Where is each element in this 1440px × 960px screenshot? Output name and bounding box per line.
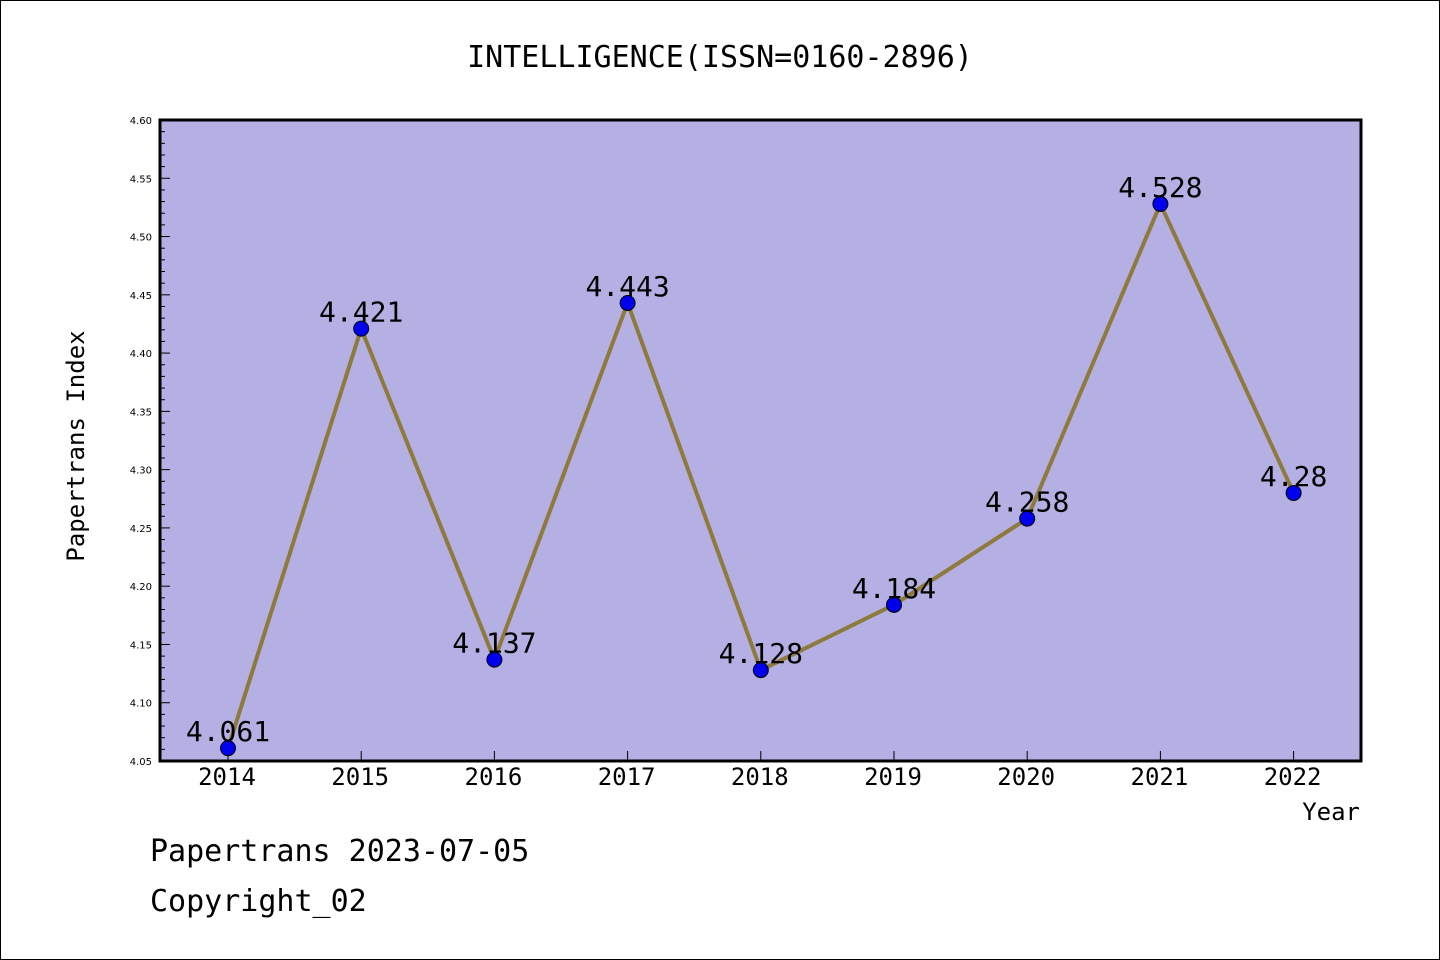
- x-tick-label: 2019: [864, 763, 922, 791]
- y-tick-label: 4.25: [130, 524, 152, 535]
- data-point: [886, 596, 902, 613]
- data-point: [619, 294, 636, 311]
- series-line-group: 4.061 4.421 4.137 4.443 4.128 4.184 4.258 4.528…: [186, 171, 1327, 757]
- data-point: [752, 662, 769, 679]
- data-label: 4.061: [186, 715, 270, 748]
- data-point: [1019, 510, 1036, 527]
- y-tick-label: 4.55: [130, 174, 152, 185]
- y-tick-label: 4.05: [130, 757, 152, 768]
- data-label: 4.528: [1118, 171, 1202, 204]
- data-label: 4.184: [852, 572, 936, 605]
- y-tick-label: 4.40: [130, 349, 152, 360]
- x-axis: 2014 2015 2016 2017 2018 2019 2020 2021 2022: [198, 751, 1321, 791]
- y-tick-label: 4.15: [130, 640, 152, 651]
- x-tick-label: 2020: [997, 763, 1055, 791]
- y-axis-label: Papertrans Index: [62, 330, 90, 561]
- x-tick-label: 2022: [1264, 763, 1322, 791]
- data-point: [1152, 195, 1169, 212]
- y-tick-label: 4.10: [130, 699, 152, 710]
- x-axis-label: Year: [1302, 798, 1360, 826]
- x-tick-label: 2017: [598, 763, 656, 791]
- y-tick-label: 4.35: [130, 407, 152, 418]
- y-tick-label: 4.30: [130, 466, 152, 477]
- x-tick-label: 2015: [331, 763, 389, 791]
- y-tick-label: 4.20: [130, 582, 152, 593]
- data-label: 4.258: [985, 486, 1069, 519]
- data-label: 4.421: [319, 296, 403, 329]
- footer-date: Papertrans 2023-07-05: [150, 834, 530, 869]
- x-tick-label: 2021: [1131, 763, 1189, 791]
- y-axis: 4.05 4.10 4.15 4.20 4.25 4.30 4.35 4.40 4.45 4.50…: [130, 116, 170, 768]
- data-point: [1285, 484, 1302, 501]
- plot-area: [158, 118, 1363, 763]
- footer-copyright: Copyright_02: [150, 884, 367, 919]
- y-tick-label: 4.60: [130, 116, 152, 127]
- data-point: [353, 320, 370, 337]
- data-label: 4.128: [719, 637, 803, 670]
- x-tick-label: 2016: [465, 763, 523, 791]
- data-point: [220, 740, 236, 757]
- x-tick-label: 2014: [198, 763, 256, 791]
- chart-title: INTELLIGENCE(ISSN=0160-2896): [467, 40, 973, 75]
- data-label: 4.137: [452, 627, 536, 660]
- data-label: 4.28: [1260, 460, 1327, 493]
- data-label: 4.443: [585, 270, 669, 303]
- y-tick-label: 4.50: [130, 233, 152, 244]
- x-tick-label: 2018: [731, 763, 789, 791]
- y-tick-label: 4.45: [130, 291, 152, 302]
- data-point: [486, 651, 503, 668]
